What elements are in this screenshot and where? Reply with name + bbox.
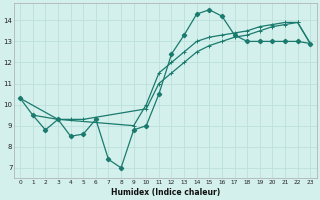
X-axis label: Humidex (Indice chaleur): Humidex (Indice chaleur)	[111, 188, 220, 197]
